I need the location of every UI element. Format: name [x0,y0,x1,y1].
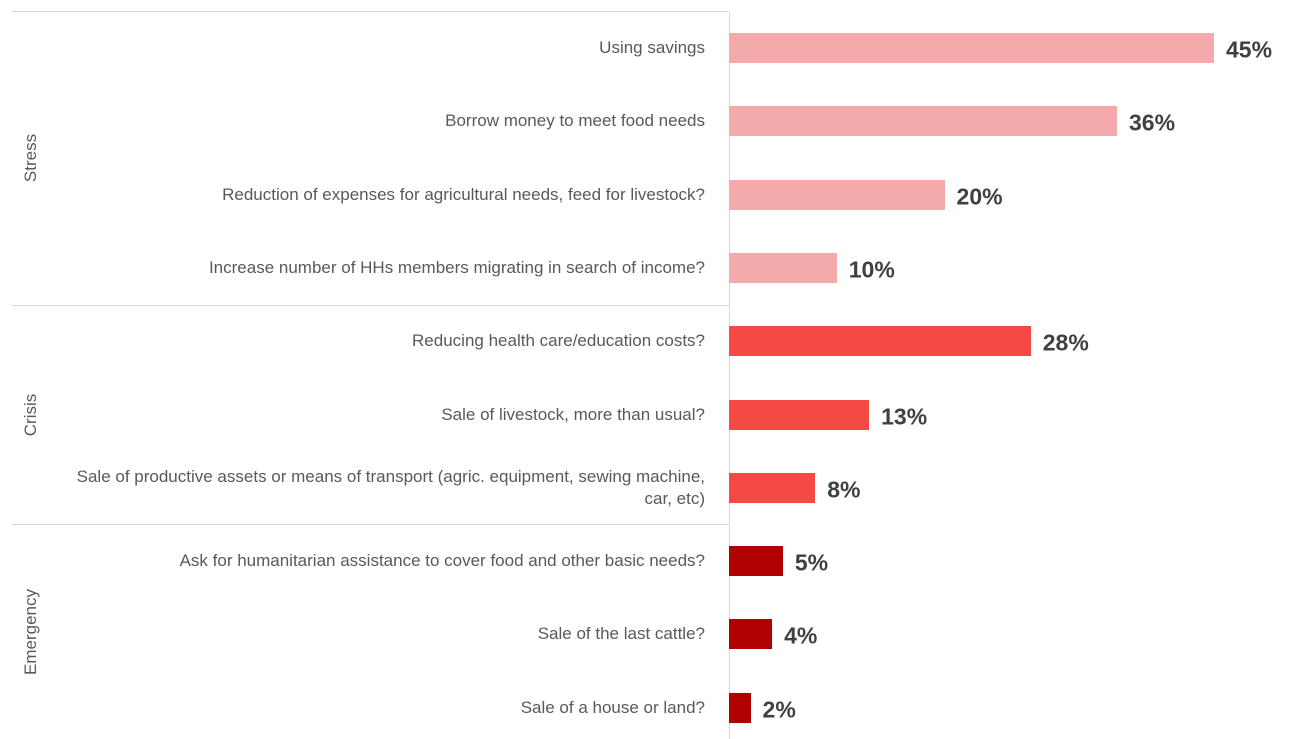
category-label: Sale of livestock, more than usual? [441,404,705,424]
category-label: Increase number of HHs members migrating… [208,257,705,277]
category-label: Ask for humanitarian assistance to cover… [179,551,705,571]
group-separator [12,524,729,525]
category-label: Reduction of expenses for agricultural n… [222,184,705,204]
group-label: Emergency [21,588,40,675]
bar [729,179,945,210]
category-label: Sale of productive assets or means of tr… [76,466,705,508]
category-label: Reducing health care/education costs? [412,331,705,351]
axis-line [729,12,730,739]
bar [729,619,773,650]
group-separator [12,305,729,306]
group-label: Stress [21,133,40,183]
value-label: 5% [794,549,829,576]
bar [729,692,751,723]
value-label: 2% [762,696,796,723]
bar [729,252,837,283]
category-label: Borrow money to meet food needs [445,111,705,131]
value-label: 20% [956,183,1003,210]
bar [729,546,783,577]
value-label: 13% [881,403,928,429]
value-label: 28% [1042,329,1089,356]
bar [729,106,1117,137]
category-label: Using savings [599,38,705,57]
bar [729,33,1214,63]
bar [729,326,1031,357]
value-label: 4% [784,622,818,649]
value-label: 10% [848,256,895,283]
bar [729,472,816,503]
group-separator [12,11,729,12]
category-label: Sale of a house or land? [520,697,705,717]
group-label: Crisis [21,393,40,436]
value-label: 36% [1129,109,1176,136]
bar [729,399,870,430]
value-label: 8% [827,476,861,503]
value-label: 45% [1226,36,1273,63]
category-label: Sale of the last cattle? [537,624,705,644]
